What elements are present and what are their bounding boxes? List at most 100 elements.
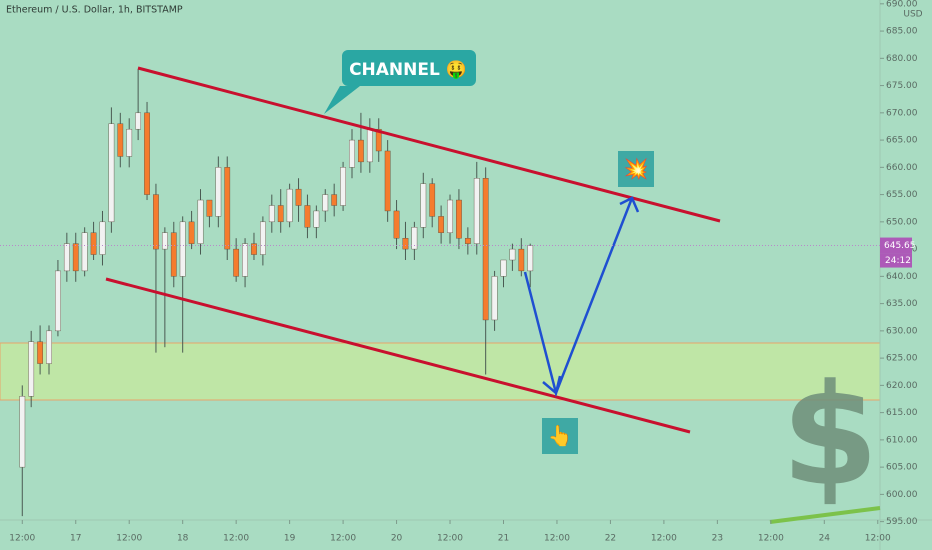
countdown-tag [880,253,912,268]
x-tick-label: 19 [284,534,296,544]
arrow-head [542,375,562,396]
x-tick-label: 23 [712,534,723,544]
y-tick-label: 675.00 [886,81,918,91]
candle-body [438,216,444,233]
candle-body [63,243,70,272]
y-tick-label: 665.00 [886,136,918,146]
x-tick-label: 12:00 [651,534,677,544]
icon-box [618,151,654,187]
candle-body [491,276,498,321]
channel-lower [105,277,691,434]
y-tick-label: 650.00 [886,217,918,227]
x-tick-label: 20 [391,534,403,544]
candle-body [295,188,302,206]
y-tick-label: 625.00 [886,354,918,364]
explosion-icon: 💥 [624,157,649,181]
candle-body [28,341,35,397]
candle-body [482,178,489,321]
x-tick-label: 12:00 [330,534,356,544]
candle-body [153,194,159,250]
y-tick-label: 610.00 [886,435,918,445]
x-tick-label: 12:00 [116,534,142,544]
candle-body [19,396,26,468]
x-tick-label: 12:00 [223,534,249,544]
candle-body [268,205,275,223]
candle-body [251,243,257,255]
candle-body [46,330,52,364]
candle-body [447,199,453,233]
x-tick-label: 12:00 [758,534,784,544]
trend-line [769,506,881,524]
candle-body [473,178,480,244]
x-tick-label: 12:00 [9,534,35,544]
candle-body [179,221,186,277]
candle-body [527,245,534,272]
last-price-label: 645.65 [884,241,916,251]
candle-body [384,150,391,212]
y-tick-label: 600.00 [886,490,918,500]
y-tick-label: 620.00 [886,381,918,391]
currency-label: USD [903,10,922,20]
candle-body [349,139,355,168]
pointer-icon: 👆 [548,424,573,448]
x-tick-label: 12:00 [437,534,463,544]
candle-body [99,221,106,255]
candle-body [500,259,507,277]
candle-body [411,227,418,250]
candle-body [233,248,240,277]
candle-body [456,199,462,239]
y-tick-label: 595.00 [886,517,918,527]
candle-body [188,221,195,244]
candle-body [144,112,150,195]
candle-body [375,128,382,152]
candle-body [126,128,133,157]
x-tick-label: 21 [498,534,509,544]
candle-body [224,167,231,250]
candle-body [90,232,97,255]
candle-body [429,183,436,217]
candle-body [108,123,115,223]
candle-body [340,167,346,206]
candle-body [197,199,204,244]
x-tick-label: 22 [605,534,616,544]
candle-body [55,270,61,332]
y-tick-label: 670.00 [886,108,918,118]
candle-body [393,210,400,239]
y-tick-label: 655.00 [886,190,918,200]
x-tick-label: 12:00 [865,534,891,544]
candle-body [313,210,320,228]
candle-body [242,243,248,277]
candle-body [464,237,471,244]
y-tick-label: 685.00 [886,27,918,37]
candle-body [215,167,222,217]
channel-upper [137,66,721,223]
candle-body [402,237,409,250]
y-tick-label: 690.00 [886,0,918,9]
candle-body [81,232,88,272]
x-tick-label: 17 [70,534,81,544]
candle-body [304,205,311,228]
candle-body [366,128,373,163]
y-tick-label: 660.00 [886,163,918,173]
candle-body [322,194,329,212]
y-tick-label: 630.00 [886,326,918,336]
y-tick-label: 680.00 [886,54,918,64]
callout-box [324,50,476,114]
x-tick-label: 18 [177,534,189,544]
y-tick-label: 635.00 [886,299,918,309]
candle-body [161,232,168,250]
callout-text: CHANNEL 🤑 [349,60,467,80]
arrow-head [619,196,640,213]
candle-body [509,248,516,261]
candle-body [170,232,177,277]
y-tick-label: 605.00 [886,463,918,473]
countdown-label: 24:12 [885,256,911,266]
x-tick-label: 24 [819,534,831,544]
icon-box [542,418,578,454]
dollar-sign: $ [781,355,878,518]
candle-body [260,221,266,255]
y-tick-label: 615.00 [886,408,918,418]
candle-body [206,199,213,217]
chart-title: Ethereum / U.S. Dollar, 1h, BITSTAMP [6,5,183,16]
